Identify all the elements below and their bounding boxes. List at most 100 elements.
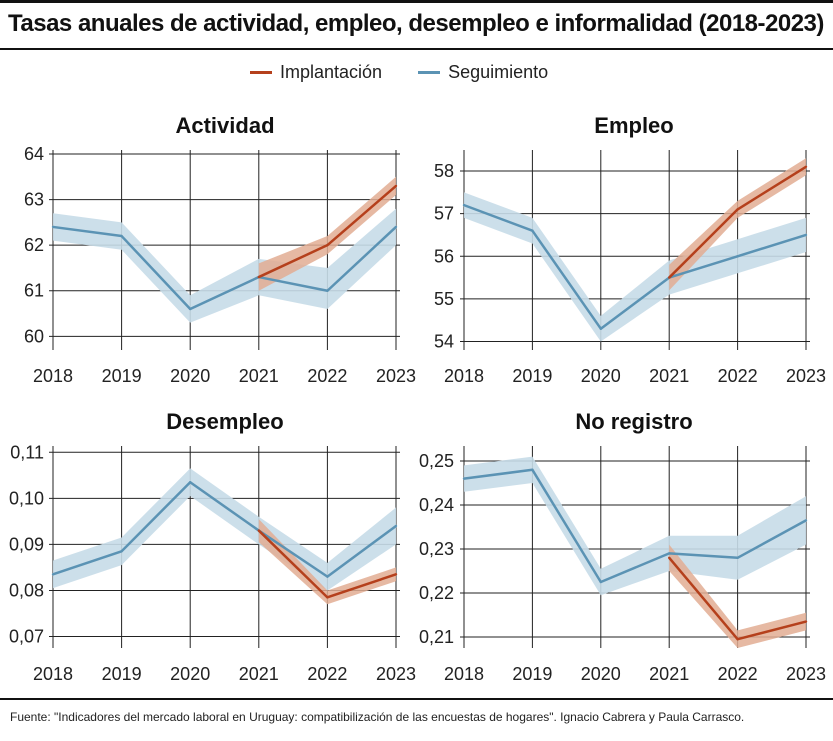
panel-3-title: Desempleo <box>166 409 283 434</box>
panel-1-xtick-label: 2020 <box>170 366 210 386</box>
panel-1-xtick-label: 2019 <box>102 366 142 386</box>
panel-4-xtick-label: 2021 <box>649 664 689 684</box>
panel-3-ytick-label: 0,11 <box>10 442 44 462</box>
legend-item-implantacion: Implantación <box>250 62 382 83</box>
panel-3-point-seguimiento <box>326 575 329 578</box>
panel-2-xtick-label: 2021 <box>649 366 689 386</box>
panel-1-xtick-label: 2022 <box>307 366 347 386</box>
panel-2-point-seguimiento <box>531 229 534 232</box>
panel-1-xtick-label: 2018 <box>33 366 73 386</box>
panel-1-point-seguimiento <box>51 225 55 229</box>
panel-4-ytick-label: 0,22 <box>419 583 454 603</box>
panel-1-point-seguimiento <box>120 234 123 238</box>
panel-3-xtick-label: 2020 <box>170 664 210 684</box>
panel-3-point-seguimiento <box>120 550 123 553</box>
panel-1-point-implantacion <box>326 243 329 247</box>
panel-2-xtick-label: 2019 <box>512 366 552 386</box>
panel-1-point-implantacion <box>257 275 260 279</box>
panel-4-ytick-label: 0,23 <box>419 539 454 559</box>
panel-2-ytick-label: 57 <box>434 204 454 224</box>
panel-1-ytick-label: 62 <box>24 235 44 255</box>
panel-4-point-seguimiento <box>804 519 808 522</box>
panel-2-xtick-label: 2020 <box>581 366 621 386</box>
panel-1-xtick-label: 2021 <box>239 366 279 386</box>
panel-4-point-seguimiento <box>736 556 739 559</box>
legend-label-seguimiento: Seguimiento <box>448 62 549 82</box>
legend-swatch-seguimiento <box>418 71 441 74</box>
panel-4-xtick-label: 2018 <box>444 664 484 684</box>
panel-2-point-implantacion <box>804 165 808 168</box>
panel-2-title: Empleo <box>594 113 673 138</box>
legend-item-seguimiento: Seguimiento <box>418 62 548 83</box>
panel-3-xtick-label: 2021 <box>239 664 279 684</box>
panel-1-band-seguimiento <box>53 208 396 323</box>
panel-3-point-seguimiento <box>51 573 55 576</box>
panel-2-band-seguimiento <box>464 192 806 342</box>
panel-1-xtick-label: 2023 <box>376 366 416 386</box>
panel-4-band-seguimiento <box>464 456 806 596</box>
panel-4-point-seguimiento <box>462 477 466 480</box>
panel-3-ytick-label: 0,07 <box>9 626 44 646</box>
legend: Implantación Seguimiento <box>250 62 584 83</box>
source-note: Fuente: "Indicadores del mercado laboral… <box>10 710 745 724</box>
panel-3-xtick-label: 2019 <box>102 664 142 684</box>
panel-2-point-implantacion <box>736 208 739 211</box>
panel-3-point-seguimiento <box>394 524 398 528</box>
source-rule <box>0 698 833 700</box>
panel-4-line-seguimiento <box>463 468 807 584</box>
panel-3-band-seguimiento <box>53 468 396 591</box>
panel-2-xtick-label: 2018 <box>444 366 484 386</box>
panel-4-xtick-label: 2020 <box>581 664 621 684</box>
panel-3-point-implantacion <box>326 596 329 599</box>
panel-1-point-seguimiento <box>189 307 192 311</box>
figure-title: Tasas anuales de actividad, empleo, dese… <box>8 10 824 37</box>
panel-4-point-implantacion <box>804 620 808 623</box>
panel-1-ytick-label: 60 <box>24 326 44 346</box>
panel-4-xtick-label: 2022 <box>718 664 758 684</box>
panel-3-xtick-label: 2022 <box>307 664 347 684</box>
panel-2-point-seguimiento <box>736 255 739 258</box>
panel-2-line-seguimiento <box>463 203 807 330</box>
panel-1-line-seguimiento <box>52 225 397 311</box>
panel-1-title: Actividad <box>175 113 274 138</box>
legend-label-implantacion: Implantación <box>280 62 383 82</box>
panel-3-ytick-label: 0,08 <box>9 580 44 600</box>
panel-3-xtick-label: 2018 <box>33 664 73 684</box>
panel-4-title: No registro <box>575 409 692 434</box>
panel-4-band-implantacion <box>669 544 806 648</box>
panel-3-point-implantacion <box>394 573 398 576</box>
panel-3-ytick-label: 0,10 <box>9 488 44 508</box>
panel-4-ytick-label: 0,25 <box>419 451 454 471</box>
panel-4-point-seguimiento <box>599 580 602 584</box>
panel-3-band-implantacion <box>258 519 396 605</box>
top-rule <box>0 0 833 3</box>
panel-4-xtick-label: 2023 <box>786 664 826 684</box>
panel-2-point-implantacion <box>668 276 671 279</box>
panel-3-line-seguimiento <box>52 480 397 578</box>
panel-2-xtick-label: 2023 <box>786 366 826 386</box>
panel-2-ytick-label: 55 <box>434 289 454 309</box>
panel-4-point-implantacion <box>668 556 671 559</box>
panel-4-xtick-label: 2019 <box>512 664 552 684</box>
panel-1-point-seguimiento <box>394 225 398 229</box>
panel-4-point-implantacion <box>736 638 739 641</box>
panel-3-xtick-label: 2023 <box>376 664 416 684</box>
panel-4-ytick-label: 0,21 <box>419 627 454 647</box>
panel-3-point-implantacion <box>257 529 260 532</box>
panel-2-xtick-label: 2022 <box>718 366 758 386</box>
panel-2-band-implantacion <box>669 158 806 291</box>
panel-1-ytick-label: 64 <box>24 144 44 164</box>
panel-2-point-seguimiento <box>599 327 602 330</box>
panel-2-point-seguimiento <box>804 233 808 237</box>
panel-3-ytick-label: 0,09 <box>9 534 44 554</box>
panel-2-ytick-label: 56 <box>434 246 454 266</box>
panel-2-point-seguimiento <box>462 203 466 207</box>
panel-1-point-seguimiento <box>326 289 329 292</box>
panel-4-point-seguimiento <box>531 468 534 471</box>
panel-1-point-implantacion <box>394 184 398 188</box>
panel-4-ytick-label: 0,24 <box>419 495 454 515</box>
panel-2-ytick-label: 58 <box>434 161 454 181</box>
panel-2-ytick-label: 54 <box>434 331 454 351</box>
title-rule <box>0 48 833 50</box>
